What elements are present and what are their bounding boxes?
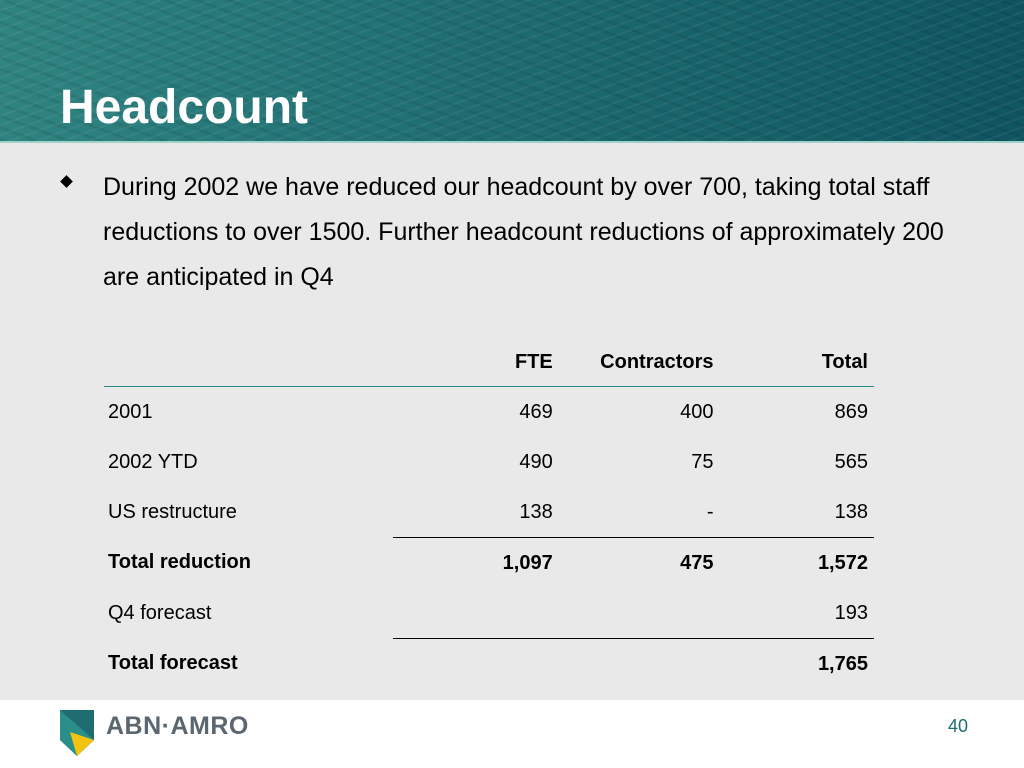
total-value: 1,572 (719, 537, 874, 588)
slide-title: Headcount (60, 81, 309, 134)
header-total: Total (719, 338, 874, 387)
contractors-value (558, 638, 720, 689)
bullet-text: During 2002 we have reduced our headcoun… (103, 173, 944, 291)
total-value: 1,765 (719, 638, 874, 689)
row-label: Q4 forecast (108, 601, 212, 624)
title-banner (0, 0, 1024, 141)
fte-value: 138 (519, 500, 553, 523)
headcount-table: FTE Contractors Total 2001 469 400 869 2… (104, 338, 874, 689)
row-label: 2002 YTD (108, 450, 198, 473)
contractors-value: - (706, 500, 714, 523)
fte-value: 490 (519, 450, 553, 473)
table-row: US restructure 138 - 138 (104, 487, 874, 538)
row-label: 2001 (108, 400, 153, 423)
fte-value: 1,097 (408, 537, 559, 588)
table-row: Q4 forecast 193 (104, 588, 874, 639)
fte-value (408, 638, 559, 689)
title-banner-rule (0, 141, 1024, 143)
contractors-value (559, 588, 720, 639)
header-label (104, 338, 394, 387)
header-contractors: Contractors (558, 338, 720, 387)
fte-value (409, 588, 559, 639)
table-row-total-forecast: Total forecast 1,765 (104, 638, 874, 689)
table-header-row: FTE Contractors Total (104, 338, 874, 387)
total-value: 193 (834, 601, 868, 624)
row-label: US restructure (108, 500, 237, 523)
brand-wordmark: ABN·AMRO (106, 712, 249, 740)
header-fte: FTE (408, 338, 559, 387)
table-row: 2002 YTD 490 75 565 (104, 437, 874, 487)
contractors-value: 75 (691, 450, 714, 473)
page-number: 40 (947, 716, 968, 736)
contractors-value: 400 (680, 400, 714, 423)
total-value: 565 (834, 450, 868, 473)
contractors-value: 475 (558, 537, 720, 588)
row-label: Total forecast (108, 652, 238, 675)
total-value: 138 (834, 500, 868, 523)
row-label: Total reduction (108, 551, 251, 574)
total-value: 869 (834, 400, 868, 423)
table-row: 2001 469 400 869 (104, 387, 874, 438)
content-area (0, 143, 1024, 700)
fte-value: 469 (519, 400, 553, 423)
table-row-total-reduction: Total reduction 1,097 475 1,572 (104, 537, 874, 588)
abn-amro-shield-icon (60, 710, 94, 756)
